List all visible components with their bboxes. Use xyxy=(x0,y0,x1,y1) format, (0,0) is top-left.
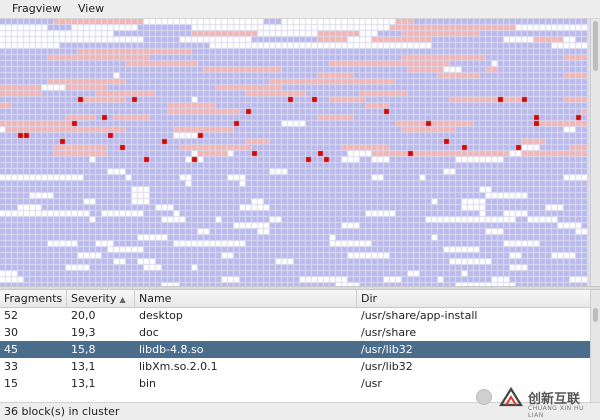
table-row[interactable]: 15 13,1 bin /usr xyxy=(0,375,590,392)
cell-severity: 13,1 xyxy=(71,377,96,390)
column-header-label: Severity xyxy=(71,292,117,305)
fragmentation-map[interactable] xyxy=(0,19,590,286)
cell-fragments: 52 xyxy=(4,309,18,322)
status-text: 36 block(s) in cluster xyxy=(4,405,120,418)
table-header: Fragments Severity ▲ Name Dir xyxy=(0,290,590,308)
cell-dir: /usr/lib32 xyxy=(361,343,413,356)
watermark-subtext: CHUANG XIN HU LIAN xyxy=(528,405,584,419)
chuangxin-logo-icon xyxy=(499,386,523,407)
cell-name: doc xyxy=(139,326,159,339)
table-scrollbar[interactable] xyxy=(590,290,600,402)
cell-dir: /usr/lib32 xyxy=(361,360,413,373)
cell-fragments: 33 xyxy=(4,360,18,373)
table-row[interactable]: 45 15,8 libdb-4.8.so /usr/lib32 xyxy=(0,341,590,358)
cell-fragments: 15 xyxy=(4,377,18,390)
fragmentation-map-canvas[interactable] xyxy=(0,19,590,286)
column-header-name[interactable]: Name xyxy=(135,290,357,307)
cell-name: bin xyxy=(139,377,157,390)
cell-name: libXm.so.2.0.1 xyxy=(139,360,218,373)
cell-severity: 20,0 xyxy=(71,309,96,322)
map-scrollbar[interactable] xyxy=(590,19,600,286)
cell-dir: /usr/share/app-install xyxy=(361,309,478,322)
watermark: 创新互联 CHUANG XIN HU LIAN xyxy=(470,383,600,419)
sort-ascending-icon: ▲ xyxy=(119,295,126,304)
cell-fragments: 30 xyxy=(4,326,18,339)
cell-severity: 13,1 xyxy=(71,360,96,373)
watermark-text: 创新互联 xyxy=(528,392,581,407)
cell-fragments: 45 xyxy=(4,343,18,356)
column-header-label: Dir xyxy=(361,292,378,305)
cell-dir: /usr xyxy=(361,377,382,390)
menu-bar: Fragview View xyxy=(0,0,600,19)
table-row[interactable]: 30 19,3 doc /usr/share xyxy=(0,324,590,341)
table-row[interactable]: 52 20,0 desktop /usr/share/app-install xyxy=(0,307,590,324)
column-header-severity[interactable]: Severity ▲ xyxy=(67,290,135,307)
menu-fragview[interactable]: Fragview xyxy=(12,2,62,15)
map-scrollbar-thumb[interactable] xyxy=(593,21,598,71)
menu-view[interactable]: View xyxy=(78,2,105,15)
column-header-dir[interactable]: Dir xyxy=(357,290,590,307)
cell-dir: /usr/share xyxy=(361,326,417,339)
column-header-label: Fragments xyxy=(4,292,63,305)
pane-splitter[interactable] xyxy=(0,286,600,290)
cell-severity: 19,3 xyxy=(71,326,96,339)
wechat-dot-icon xyxy=(476,389,492,405)
cell-name: desktop xyxy=(139,309,183,322)
table-scrollbar-thumb[interactable] xyxy=(593,308,598,322)
column-header-label: Name xyxy=(139,292,172,305)
cell-name: libdb-4.8.so xyxy=(139,343,204,356)
column-header-fragments[interactable]: Fragments xyxy=(0,290,67,307)
cell-severity: 15,8 xyxy=(71,343,96,356)
table-row[interactable]: 33 13,1 libXm.so.2.0.1 /usr/lib32 xyxy=(0,358,590,375)
file-table: Fragments Severity ▲ Name Dir 52 20,0 des… xyxy=(0,290,590,402)
status-bar: 36 block(s) in cluster xyxy=(0,402,600,420)
